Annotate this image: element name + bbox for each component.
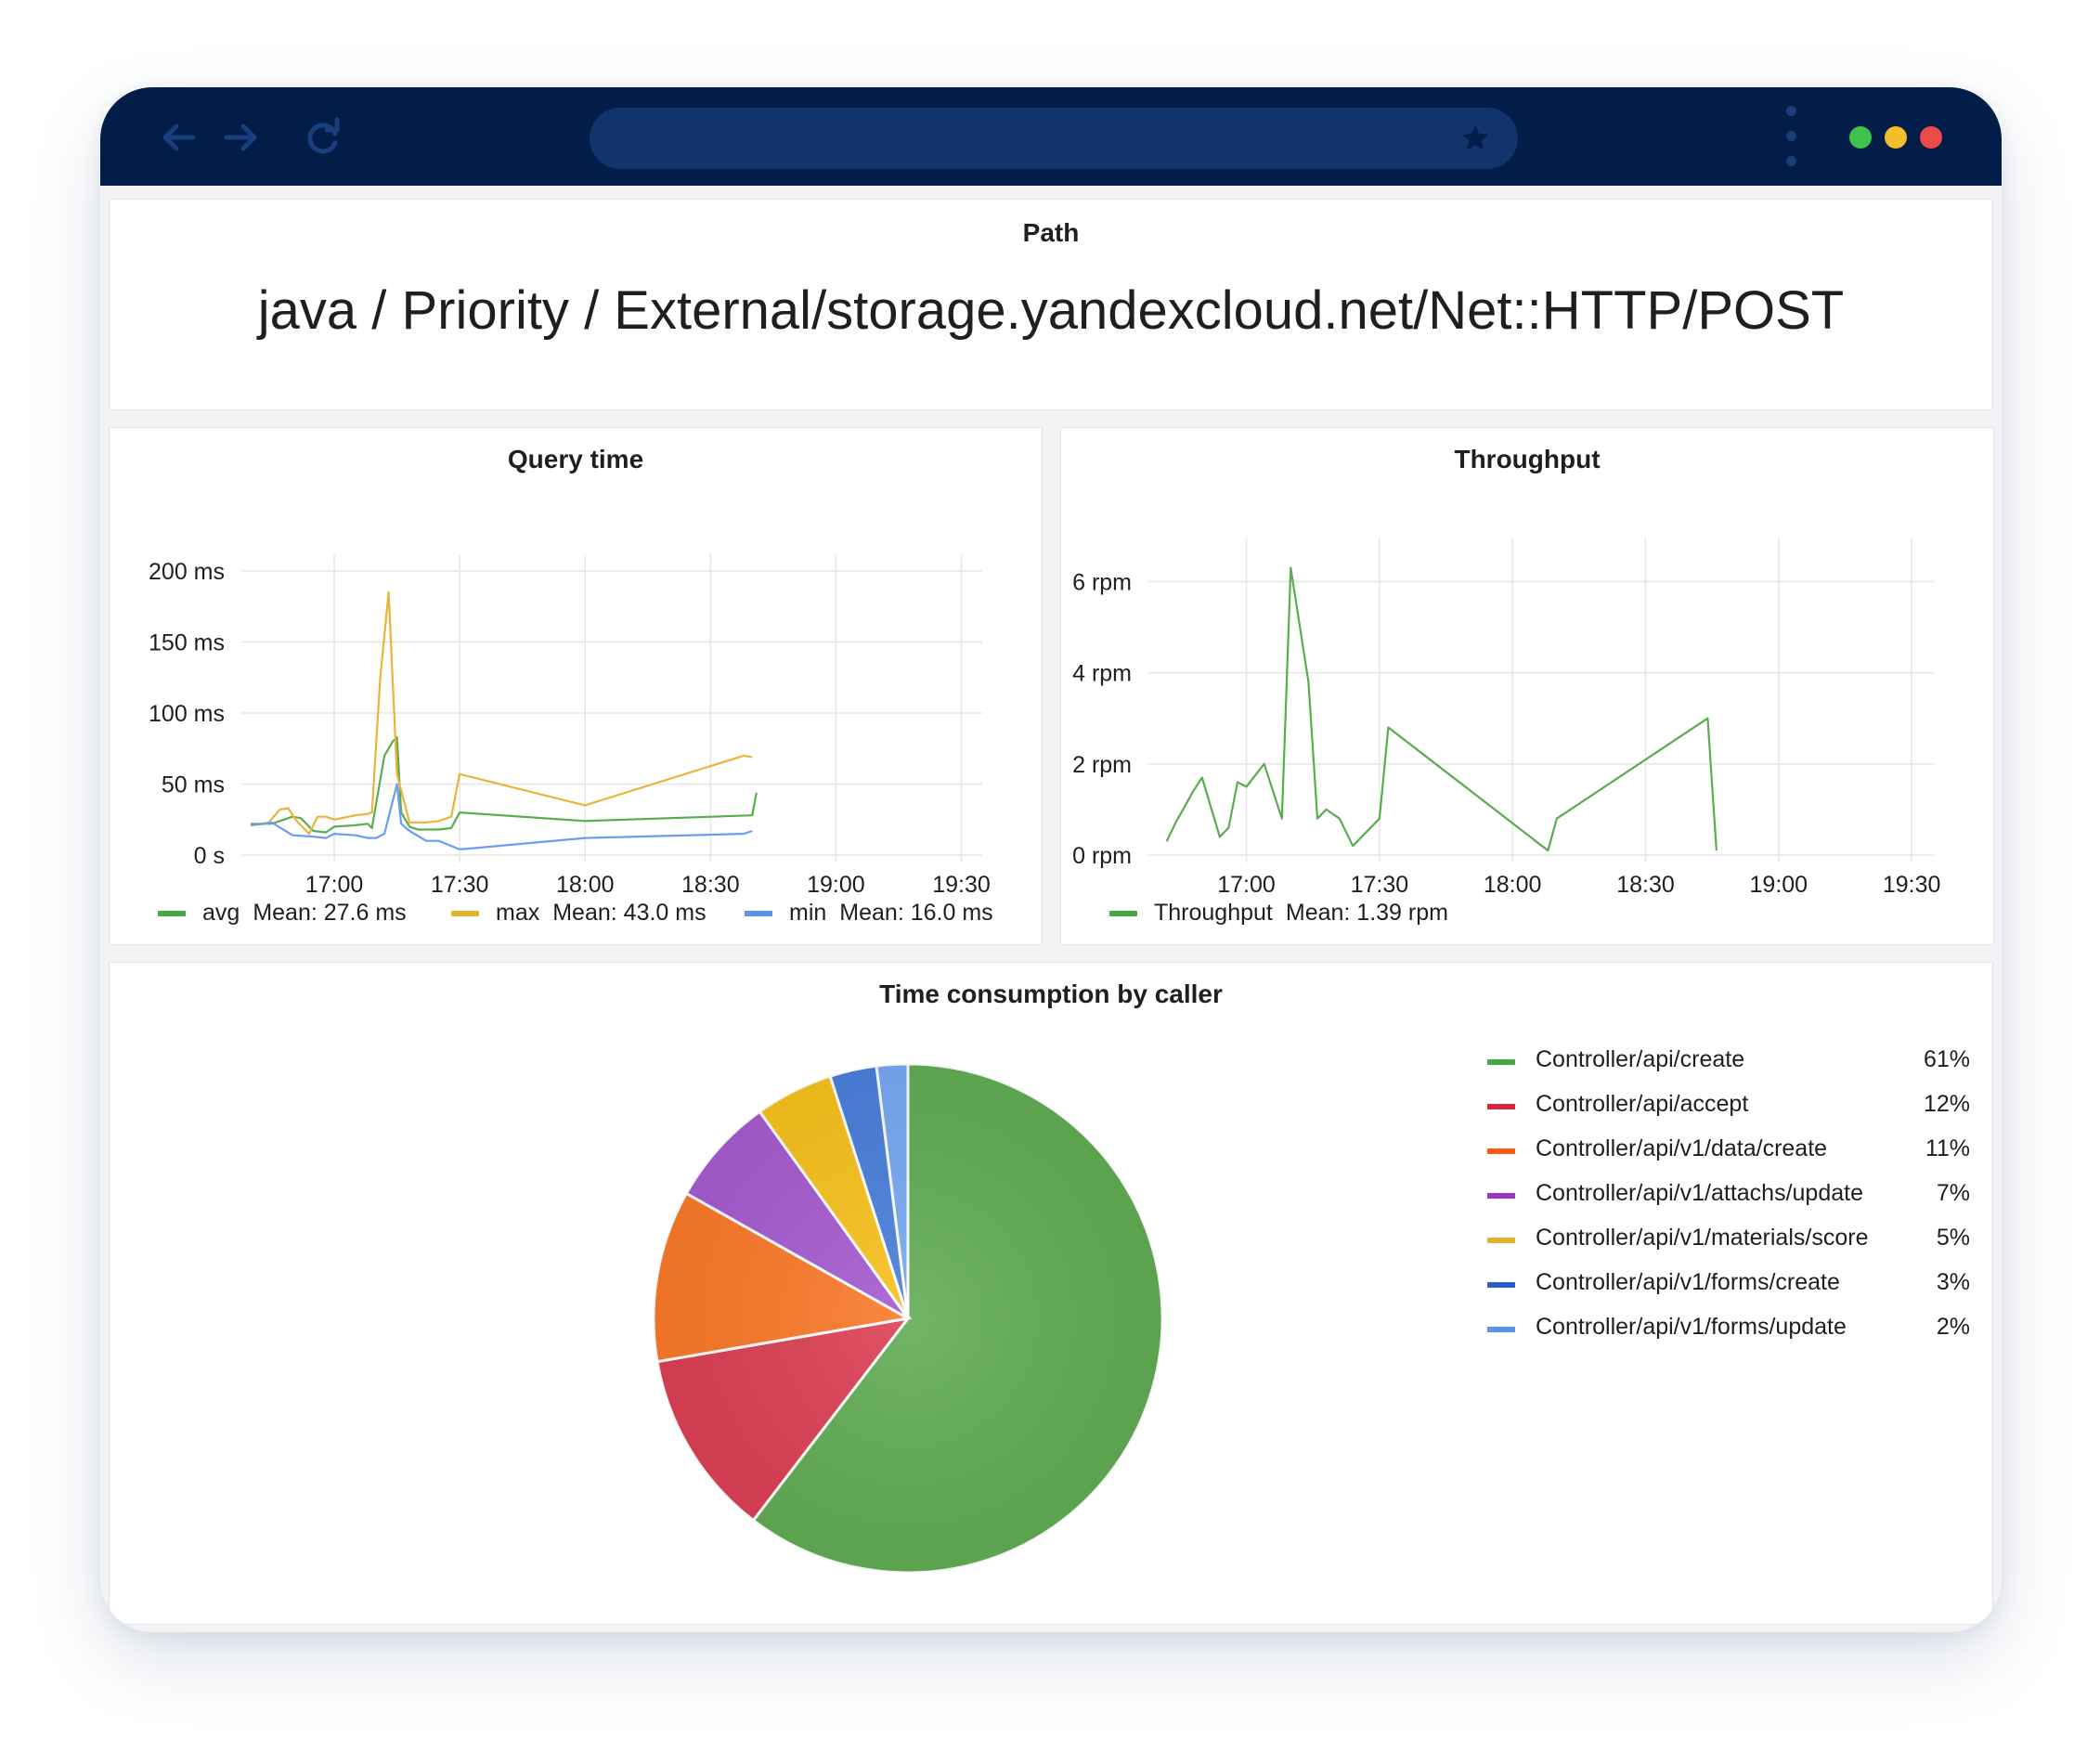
x-tick-label: 19:00 (1750, 872, 1808, 898)
legend-swatch (1487, 1059, 1515, 1065)
x-tick-label: 17:00 (305, 872, 364, 898)
pie-legend: Controller/api/create 61% Controller/api/a… (1487, 1046, 1970, 1353)
legend-caller-value: 5% (1936, 1225, 1970, 1251)
x-tick-label: 18:00 (556, 872, 615, 898)
pie-legend-item[interactable]: Controller/api/v1/materials/score 5% (1487, 1225, 1970, 1258)
x-tick-label: 19:30 (932, 872, 991, 898)
y-tick-label: 0 s (194, 843, 225, 869)
throughput-panel: Throughput 0 rpm 2 rpm 4 rpm 6 rpm 17:00 17:3… (1060, 427, 1994, 945)
y-tick-label: 150 ms (149, 630, 225, 656)
legend-caller-value: 7% (1936, 1180, 1970, 1206)
path-panel-title: Path (1022, 218, 1080, 247)
window-dot-yellow[interactable] (1885, 126, 1907, 149)
y-tick-label: 0 rpm (1072, 843, 1132, 869)
legend-caller-value: 3% (1936, 1269, 1970, 1295)
pie-legend-item[interactable]: Controller/api/v1/forms/update 2% (1487, 1314, 1970, 1347)
legend-caller-name: Controller/api/v1/forms/update (1536, 1314, 1847, 1340)
y-tick-label: 200 ms (149, 559, 225, 585)
series-line-avg (251, 735, 758, 834)
legend-series-name: Throughput (1154, 900, 1273, 926)
x-tick-label: 17:30 (431, 872, 489, 898)
pie-legend-item[interactable]: Controller/api/v1/forms/create 3% (1487, 1269, 1970, 1303)
pie-legend-item[interactable]: Controller/api/create 61% (1487, 1046, 1970, 1080)
series-line-min (250, 783, 753, 850)
address-bar[interactable] (590, 108, 1518, 169)
pie-legend-item[interactable]: Controller/api/accept 12% (1487, 1091, 1970, 1124)
legend-swatch (158, 911, 186, 917)
time-consumption-title: Time consumption by caller (879, 979, 1223, 1008)
query-time-chart: 0 s 50 ms 100 ms 150 ms 200 ms 17:00 17:30 18:0… (149, 554, 991, 898)
legend-swatch (1487, 1327, 1515, 1332)
legend-item-min[interactable]: min Mean: 16.0 ms (745, 900, 993, 927)
legend-swatch (745, 911, 772, 917)
legend-caller-name: Controller/api/v1/forms/create (1536, 1269, 1840, 1295)
throughput-title: Throughput (1454, 445, 1601, 473)
pie-legend-item[interactable]: Controller/api/v1/data/create 11% (1487, 1135, 1970, 1169)
legend-caller-value: 11% (1925, 1135, 1970, 1161)
legend-swatch (1487, 1193, 1515, 1199)
legend-item-avg[interactable]: avg Mean: 27.6 ms (158, 900, 407, 927)
kebab-menu-icon[interactable] (1786, 106, 1797, 167)
legend-caller-name: Controller/api/accept (1536, 1091, 1749, 1117)
legend-mean: Mean: 43.0 ms (552, 900, 706, 926)
legend-caller-name: Controller/api/v1/data/create (1536, 1135, 1828, 1161)
legend-caller-value: 12% (1923, 1091, 1970, 1117)
legend-caller-name: Controller/api/v1/attachs/update (1536, 1180, 1863, 1206)
y-tick-label: 4 rpm (1072, 661, 1132, 687)
legend-caller-value: 2% (1936, 1314, 1970, 1340)
path-value: java / Priority / External/storage.yande… (257, 280, 1845, 341)
legend-caller-name: Controller/api/v1/materials/score (1536, 1225, 1869, 1251)
path-panel: Path java / Priority / External/storage.… (109, 199, 1993, 410)
x-tick-label: 18:30 (681, 872, 740, 898)
query-time-panel: Query time 0 s 50 ms 100 ms 150 ms 200 ms 17:… (109, 427, 1043, 945)
legend-swatch (1487, 1282, 1515, 1288)
legend-swatch (451, 911, 479, 917)
legend-swatch (1487, 1148, 1515, 1154)
pie-chart (652, 1062, 1164, 1575)
y-tick-label: 100 ms (149, 701, 225, 727)
legend-series-name: max (496, 900, 540, 926)
browser-window: Path java / Priority / External/storage.… (100, 87, 2002, 1632)
pie-legend-item[interactable]: Controller/api/v1/attachs/update 7% (1487, 1180, 1970, 1213)
x-tick-label: 19:30 (1883, 872, 1941, 898)
window-dot-green[interactable] (1849, 126, 1872, 149)
throughput-chart: 0 rpm 2 rpm 4 rpm 6 rpm 17:00 17:30 18:00 18:30… (1072, 538, 1941, 898)
arrow-right-icon[interactable] (219, 115, 264, 160)
window-dot-red[interactable] (1920, 126, 1942, 149)
y-tick-label: 50 ms (162, 772, 225, 798)
legend-series-name: avg (202, 900, 240, 926)
x-tick-label: 17:00 (1217, 872, 1276, 898)
legend-item-throughput[interactable]: Throughput Mean: 1.39 rpm (1109, 900, 1448, 927)
series-line-max (250, 590, 753, 836)
legend-swatch (1109, 911, 1137, 917)
legend-swatch (1487, 1238, 1515, 1243)
x-tick-label: 19:00 (807, 872, 865, 898)
star-icon[interactable] (1460, 123, 1490, 153)
legend-mean: Mean: 1.39 rpm (1285, 900, 1448, 926)
reload-icon[interactable] (301, 115, 345, 160)
series-line-throughput (1165, 566, 1718, 852)
legend-mean: Mean: 16.0 ms (839, 900, 993, 926)
legend-mean: Mean: 27.6 ms (253, 900, 407, 926)
y-tick-label: 2 rpm (1072, 752, 1132, 778)
x-tick-label: 18:30 (1616, 872, 1675, 898)
legend-caller-value: 61% (1923, 1046, 1970, 1072)
time-consumption-panel: Time consumption by caller Controller/ap… (109, 962, 1993, 1625)
query-time-title: Query time (507, 445, 644, 473)
x-tick-label: 17:30 (1351, 872, 1409, 898)
y-tick-label: 6 rpm (1072, 569, 1132, 595)
arrow-left-icon[interactable] (156, 115, 201, 160)
legend-swatch (1487, 1104, 1515, 1109)
x-tick-label: 18:00 (1484, 872, 1542, 898)
legend-caller-name: Controller/api/create (1536, 1046, 1745, 1072)
browser-titlebar (100, 87, 2002, 186)
legend-item-max[interactable]: max Mean: 43.0 ms (451, 900, 706, 927)
legend-series-name: min (789, 900, 827, 926)
